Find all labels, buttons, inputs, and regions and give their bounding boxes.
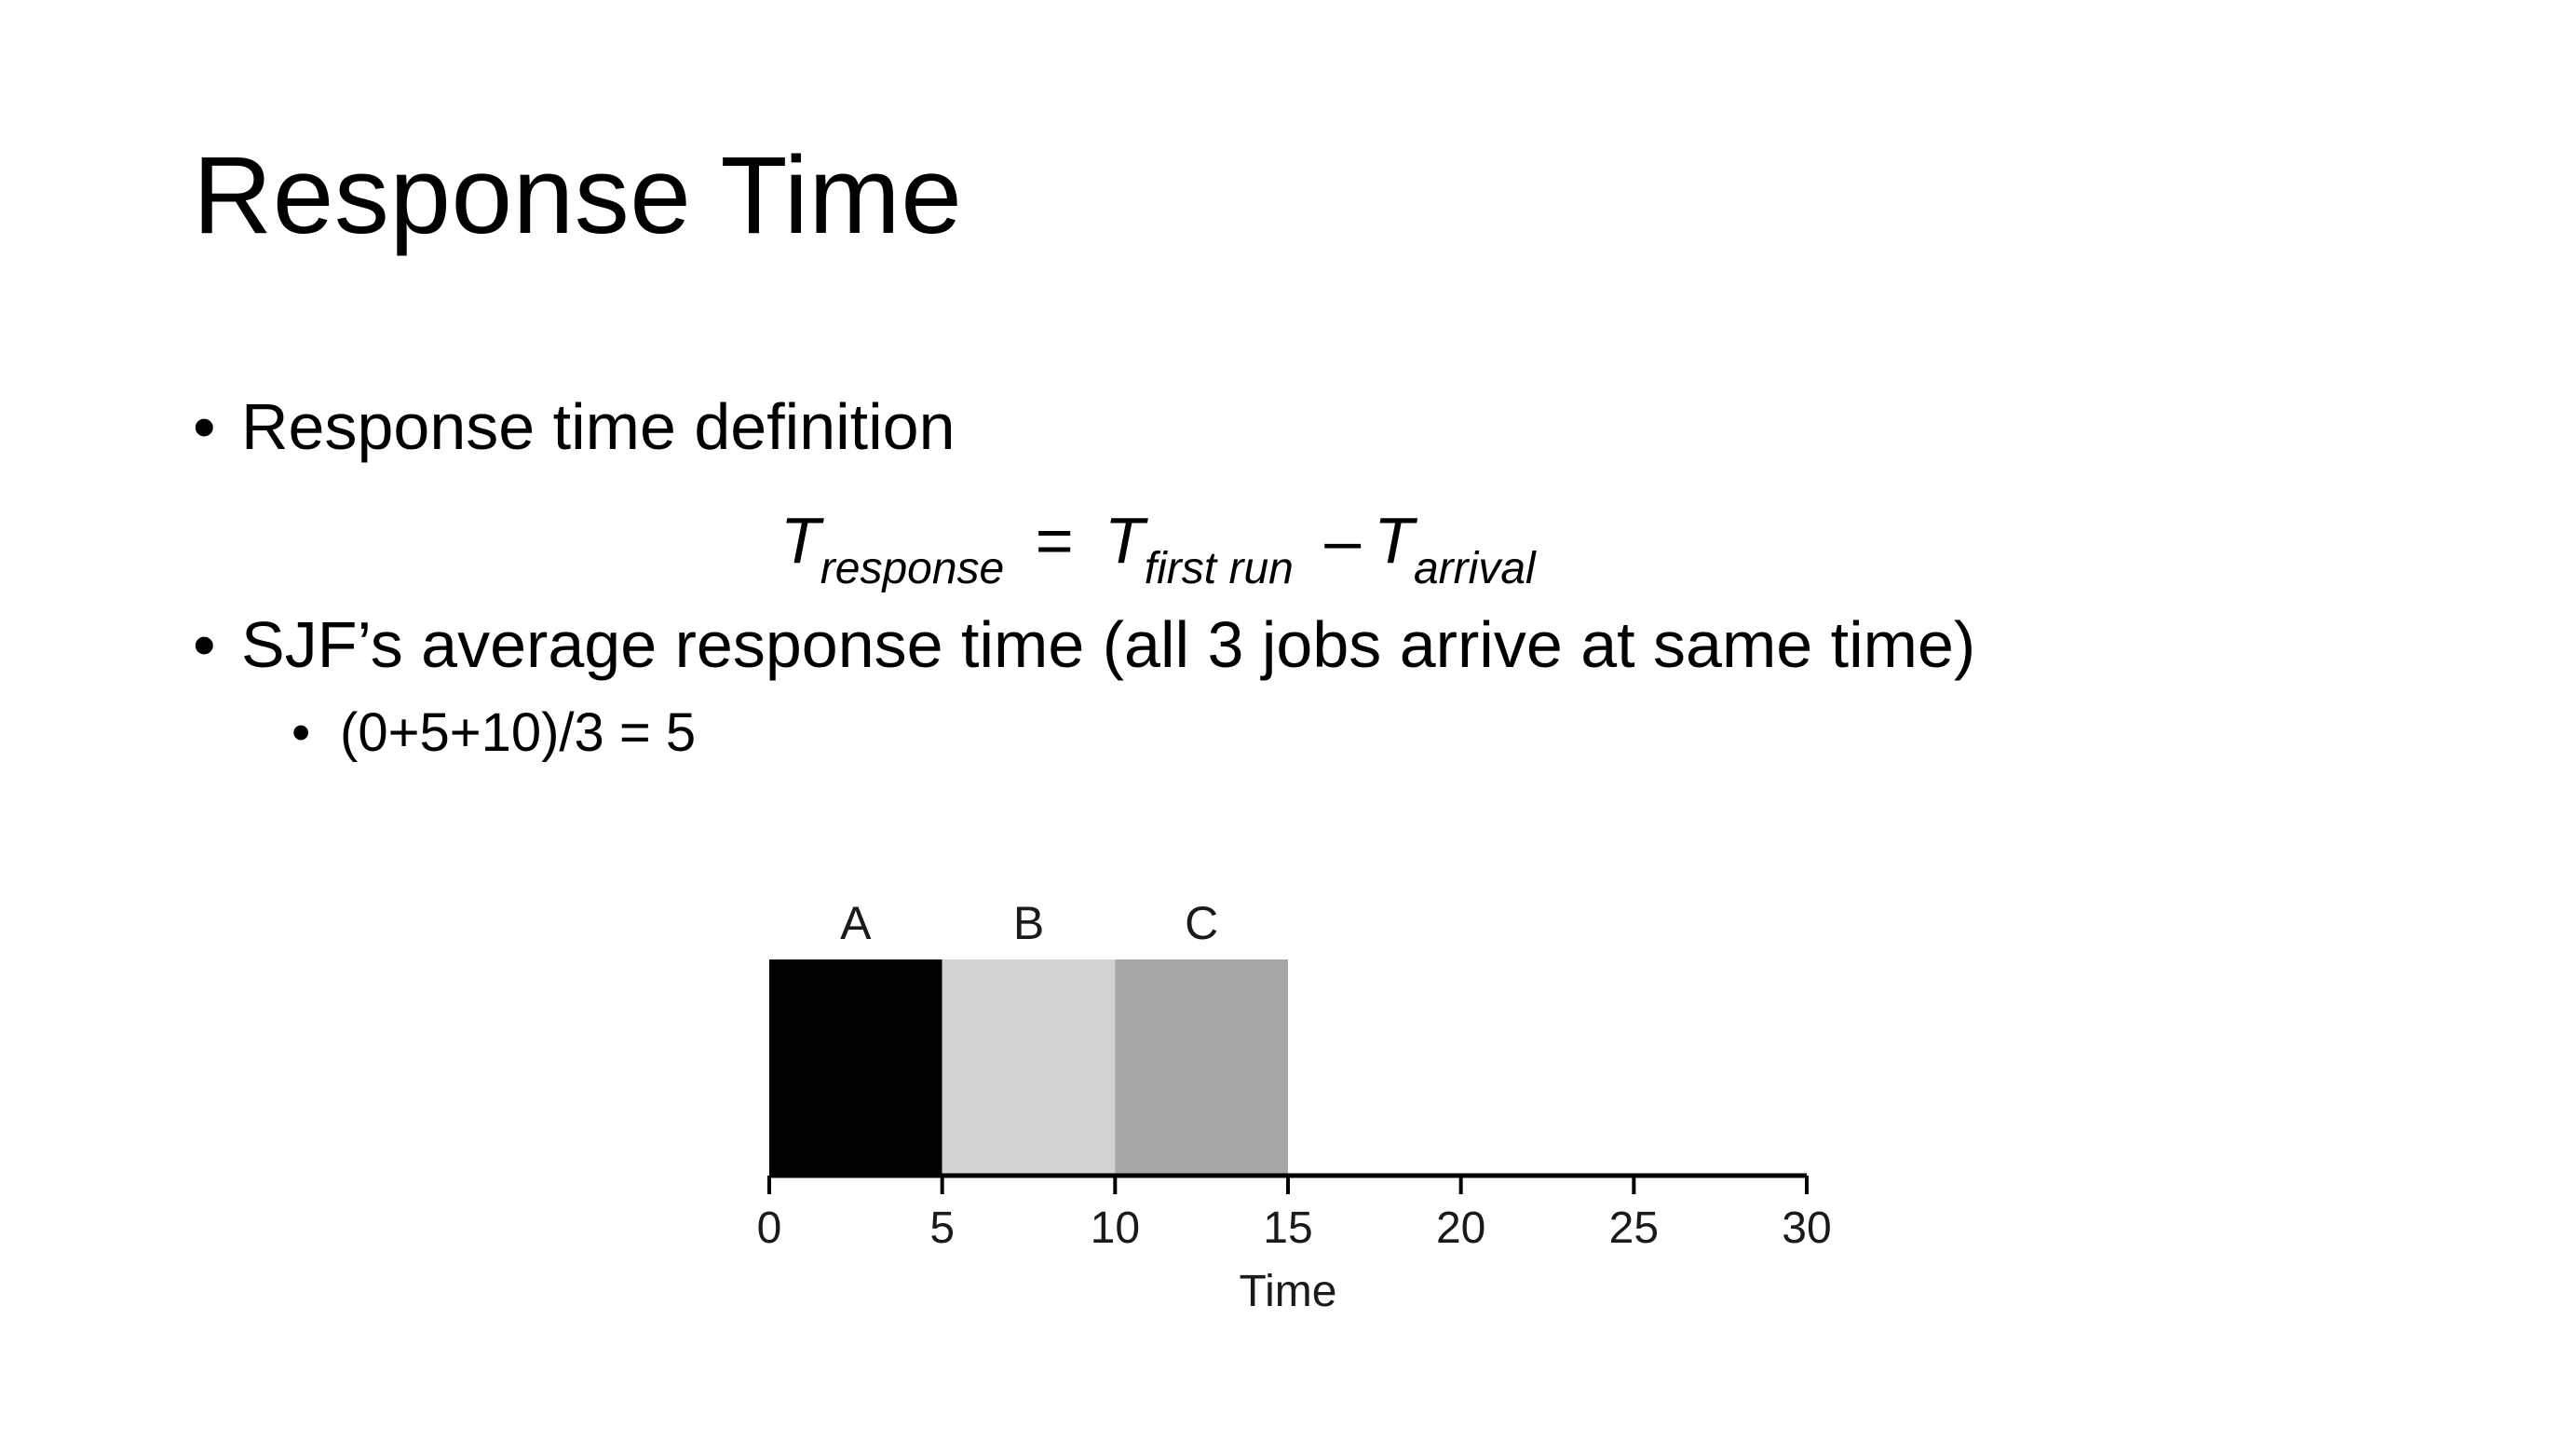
x-axis-label: Time <box>1240 1267 1337 1316</box>
job-bar-c <box>1115 959 1288 1176</box>
x-tick-label: 25 <box>1609 1204 1659 1253</box>
x-tick-label: 30 <box>1782 1204 1831 1253</box>
sjf-gantt-chart: A B C 0 5 10 15 20 25 30 Time <box>708 866 1863 1332</box>
bullet-text: SJF’s average response time (all 3 jobs … <box>241 608 1976 681</box>
x-tick-label: 20 <box>1436 1204 1485 1253</box>
bullet-text: Response time definition <box>241 390 956 463</box>
formula-equals: = <box>1035 504 1074 577</box>
bullet-text: (0+5+10)/3 = 5 <box>340 702 697 763</box>
job-label-b: B <box>1013 897 1044 949</box>
x-tick-label: 15 <box>1263 1204 1312 1253</box>
job-bar-b <box>942 959 1116 1176</box>
formula-sub-response: response <box>820 544 1005 593</box>
bullet-marker: • <box>291 702 311 763</box>
formula-minus: – <box>1324 504 1362 577</box>
formula-t-response: T <box>780 504 820 577</box>
x-tick-label: 0 <box>757 1204 782 1253</box>
formula-sub-arrival: arrival <box>1413 544 1536 593</box>
bullet-marker: • <box>193 390 216 463</box>
formula-t-arrival: T <box>1374 504 1414 577</box>
bullet-marker: • <box>193 608 216 681</box>
job-label-c: C <box>1185 897 1218 949</box>
slide-title: Response Time <box>193 134 963 257</box>
formula-sub-first-run: first run <box>1144 544 1294 593</box>
formula-t-first-run: T <box>1105 504 1145 577</box>
job-bar-a <box>769 959 942 1176</box>
x-tick-label: 10 <box>1091 1204 1140 1253</box>
job-label-a: A <box>840 897 872 949</box>
x-tick-label: 5 <box>929 1204 955 1253</box>
gantt-svg: A B C 0 5 10 15 20 25 30 Time <box>757 897 1832 1316</box>
response-time-formula: Tresponse = Tfirst run – Tarrival <box>780 501 1536 593</box>
